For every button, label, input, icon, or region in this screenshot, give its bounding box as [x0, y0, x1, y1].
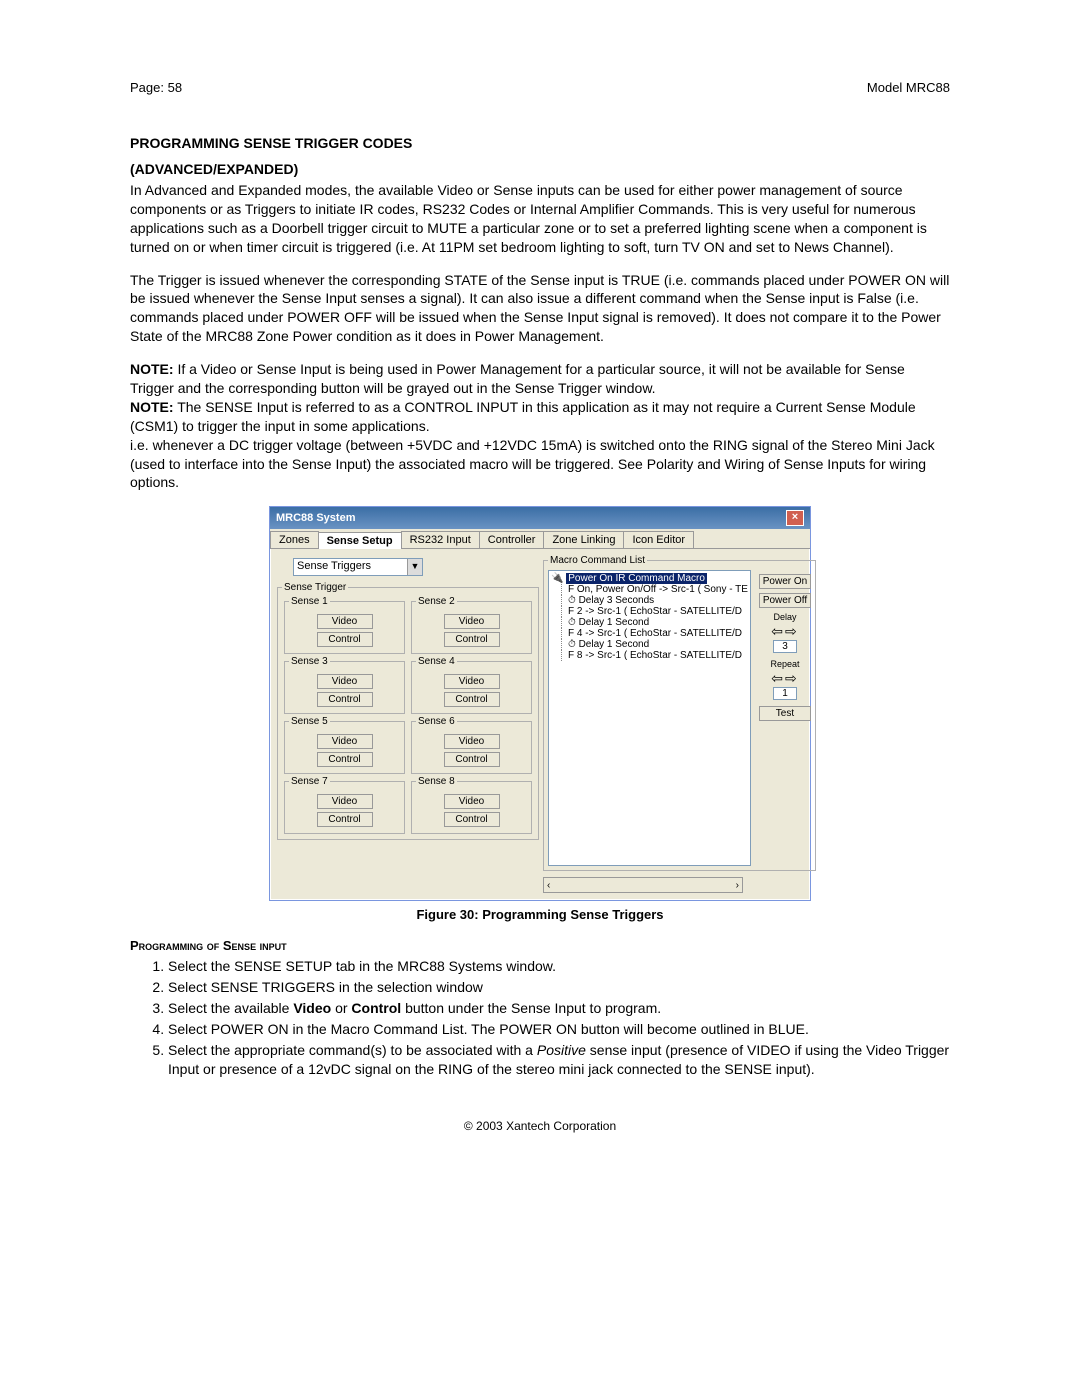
video-button[interactable]: Video	[317, 674, 373, 689]
step5: Select the appropriate command(s) to be …	[168, 1041, 950, 1079]
macro-legend: Macro Command List	[548, 555, 647, 566]
video-button[interactable]: Video	[444, 794, 500, 809]
model: Model MRC88	[867, 80, 950, 95]
control-button[interactable]: Control	[317, 692, 373, 707]
notes: NOTE: If a Video or Sense Input is being…	[130, 360, 950, 492]
heading-l2: (ADVANCED/EXPANDED)	[130, 161, 950, 177]
sense-label: Sense 1	[289, 596, 330, 607]
video-button[interactable]: Video	[317, 614, 373, 629]
sense-combo[interactable]: Sense Triggers ▼	[293, 558, 423, 576]
group-label: Sense Trigger	[282, 582, 348, 593]
video-button[interactable]: Video	[444, 674, 500, 689]
sense-label: Sense 6	[416, 716, 457, 727]
test-button[interactable]: Test	[759, 706, 811, 721]
para3: i.e. whenever a DC trigger voltage (betw…	[130, 437, 935, 491]
control-button[interactable]: Control	[317, 752, 373, 767]
scroll-right-icon[interactable]: ›	[736, 880, 739, 891]
footer: © 2003 Xantech Corporation	[130, 1119, 950, 1133]
control-button[interactable]: Control	[444, 812, 500, 827]
control-button[interactable]: Control	[444, 752, 500, 767]
tab-zone-linking[interactable]: Zone Linking	[543, 531, 624, 548]
repeat-value[interactable]: 1	[773, 687, 797, 700]
control-button[interactable]: Control	[444, 632, 500, 647]
sense-label: Sense 4	[416, 656, 457, 667]
tab-icon-editor[interactable]: Icon Editor	[623, 531, 694, 548]
video-button[interactable]: Video	[317, 734, 373, 749]
titlebar: MRC88 System ×	[270, 507, 810, 529]
scroll-left-icon[interactable]: ‹	[547, 880, 550, 891]
h-scrollbar[interactable]: ‹ ›	[543, 877, 743, 893]
tab-zones[interactable]: Zones	[270, 531, 319, 548]
heading-l1: PROGRAMMING SENSE TRIGGER CODES	[130, 135, 950, 151]
page-num: Page: 58	[130, 80, 182, 95]
tree-item[interactable]: F 2 -> Src-1 ( EchoStar - SATELLITE/D	[561, 606, 748, 617]
sense-label: Sense 5	[289, 716, 330, 727]
step1: Select the SENSE SETUP tab in the MRC88 …	[168, 957, 950, 976]
tab-rs232[interactable]: RS232 Input	[401, 531, 480, 548]
sense-box-4: Sense 4 Video Control	[411, 656, 532, 714]
tabs: Zones Sense Setup RS232 Input Controller…	[270, 531, 810, 549]
sense-trigger-group: Sense Trigger Sense 1VideoControlSense 2…	[277, 582, 539, 840]
sense-box-7: Sense 7 Video Control	[284, 776, 405, 834]
dialog: MRC88 System × Zones Sense Setup RS232 I…	[269, 506, 811, 901]
macro-group: Macro Command List 🔌 Power On IR Command…	[543, 555, 816, 871]
delay-value[interactable]: 3	[773, 640, 797, 653]
sense-box-5: Sense 5 Video Control	[284, 716, 405, 774]
step4: Select POWER ON in the Macro Command Lis…	[168, 1020, 950, 1039]
repeat-label: Repeat	[770, 659, 799, 669]
figure-caption: Figure 30: Programming Sense Triggers	[130, 907, 950, 922]
dialog-title: MRC88 System	[276, 512, 355, 524]
sense-label: Sense 7	[289, 776, 330, 787]
right-pane: Macro Command List 🔌 Power On IR Command…	[543, 555, 803, 893]
video-button[interactable]: Video	[444, 734, 500, 749]
tree-root[interactable]: Power On IR Command Macro	[566, 573, 707, 584]
chevron-down-icon[interactable]: ▼	[407, 559, 422, 575]
sense-box-6: Sense 6 Video Control	[411, 716, 532, 774]
programming-heading: Programming of Sense input	[130, 938, 950, 953]
note1-label: NOTE:	[130, 361, 174, 377]
sense-label: Sense 3	[289, 656, 330, 667]
step3: Select the available Video or Control bu…	[168, 999, 950, 1018]
control-button[interactable]: Control	[317, 632, 373, 647]
note1-text: If a Video or Sense Input is being used …	[130, 361, 905, 396]
tree-item[interactable]: ⏱ Delay 1 Second	[561, 639, 748, 650]
close-icon[interactable]: ×	[786, 510, 804, 526]
delay-arrows[interactable]: ⇦⇨	[771, 623, 798, 640]
repeat-arrows[interactable]: ⇦⇨	[771, 670, 798, 687]
power-on-button[interactable]: Power On	[759, 574, 811, 589]
macro-tree[interactable]: 🔌 Power On IR Command Macro F On, Power …	[548, 570, 751, 866]
sense-box-1: Sense 1 Video Control	[284, 596, 405, 654]
tree-item[interactable]: ⏱ Delay 3 Seconds	[561, 595, 748, 606]
control-button[interactable]: Control	[317, 812, 373, 827]
video-button[interactable]: Video	[444, 614, 500, 629]
note2-text: The SENSE Input is referred to as a CONT…	[130, 399, 916, 434]
sense-box-8: Sense 8 Video Control	[411, 776, 532, 834]
video-button[interactable]: Video	[317, 794, 373, 809]
sense-label: Sense 8	[416, 776, 457, 787]
steps-list: Select the SENSE SETUP tab in the MRC88 …	[152, 957, 950, 1078]
tab-controller[interactable]: Controller	[479, 531, 545, 548]
combo-value: Sense Triggers	[294, 559, 407, 575]
tab-sense-setup[interactable]: Sense Setup	[318, 532, 402, 549]
tree-item[interactable]: ⏱ Delay 1 Second	[561, 617, 748, 628]
note2-label: NOTE:	[130, 399, 174, 415]
tree-item[interactable]: F 4 -> Src-1 ( EchoStar - SATELLITE/D	[561, 628, 748, 639]
sense-box-3: Sense 3 Video Control	[284, 656, 405, 714]
control-button[interactable]: Control	[444, 692, 500, 707]
power-off-button[interactable]: Power Off	[759, 593, 811, 608]
tree-item[interactable]: F 8 -> Src-1 ( EchoStar - SATELLITE/D	[561, 650, 748, 661]
side-buttons: Power On Power Off Delay ⇦⇨ 3 Repeat ⇦⇨ …	[759, 574, 811, 725]
left-pane: Sense Triggers ▼ Sense Trigger Sense 1 Vi…	[277, 555, 543, 893]
sense-box-2: Sense 2 Video Control	[411, 596, 532, 654]
tree-item[interactable]: F On, Power On/Off -> Src-1 ( Sony - TE	[561, 584, 748, 595]
para2: The Trigger is issued whenever the corre…	[130, 271, 950, 347]
para1: In Advanced and Expanded modes, the avai…	[130, 181, 950, 257]
sense-label: Sense 2	[416, 596, 457, 607]
delay-label: Delay	[773, 612, 796, 622]
step2: Select SENSE TRIGGERS in the selection w…	[168, 978, 950, 997]
